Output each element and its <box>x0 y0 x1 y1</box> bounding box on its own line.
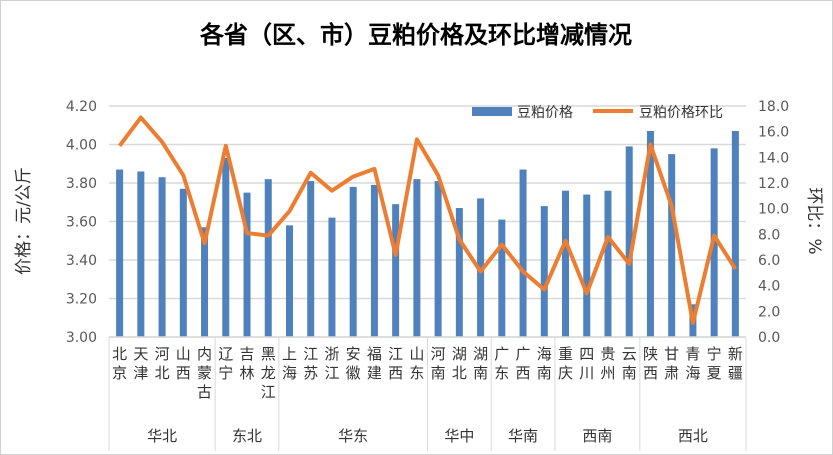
y2-tick-label: 2.0 <box>758 304 780 320</box>
bar-河南 <box>434 181 442 337</box>
bar-江苏 <box>307 181 315 337</box>
x-tick-label: 江苏 <box>303 345 318 382</box>
bar-河北 <box>158 177 166 337</box>
x-tick-label: 吉林 <box>240 345 255 382</box>
x-tick-label: 云南 <box>622 345 637 382</box>
x-tick-label: 上海 <box>282 345 297 382</box>
x-tick-label: 湖南 <box>473 345 488 382</box>
y-axis-label: 价格：元/公斤 <box>14 167 34 275</box>
bar-北京 <box>116 169 124 337</box>
y2-axis-label: 环比：% <box>804 187 824 254</box>
y-tick-label: 3.60 <box>66 215 97 231</box>
y2-tick-label: 16.0 <box>758 125 789 141</box>
group-label: 华南 <box>508 427 538 445</box>
group-label: 华北 <box>147 427 177 445</box>
y2-tick-label: 4.0 <box>758 279 780 295</box>
line-series <box>118 115 738 325</box>
y-tick-label: 4.00 <box>66 138 97 154</box>
bar-福建 <box>370 184 378 337</box>
bar-山东 <box>413 179 421 337</box>
x-tick-label: 河北 <box>155 345 170 382</box>
x-tick-label: 宁夏 <box>707 345 722 382</box>
x-tick-label: 内蒙古 <box>197 345 212 401</box>
y2-tick-label: 8.0 <box>758 227 780 243</box>
y-tick-label: 3.40 <box>66 253 97 269</box>
bar-云南 <box>625 146 633 337</box>
y2-tick-label: 10.0 <box>758 202 789 218</box>
bar-四川 <box>583 194 591 337</box>
y-tick-label: 3.80 <box>66 176 97 192</box>
x-tick-label: 甘肃 <box>664 345 679 382</box>
x-tick-label: 湖北 <box>452 345 467 382</box>
x-tick-label: 辽宁 <box>218 345 233 382</box>
y2-tick-label: 0.0 <box>758 330 780 346</box>
y2-tick-label: 6.0 <box>758 253 780 269</box>
legend-label-price: 豆粕价格 <box>517 105 573 121</box>
x-tick-label: 黑龙江 <box>261 345 276 401</box>
group-label: 华东 <box>338 427 368 445</box>
x-tick-label: 江西 <box>388 345 403 382</box>
bar-海南 <box>540 206 548 337</box>
legend-label-mom: 豆粕价格环比 <box>639 105 723 121</box>
x-tick-label: 天津 <box>133 345 148 382</box>
bar-辽宁 <box>222 157 230 337</box>
bar-上海 <box>285 225 293 337</box>
bar-黑龙江 <box>264 179 272 337</box>
y-tick-label: 3.00 <box>66 330 97 346</box>
group-label: 华中 <box>444 427 474 445</box>
x-tick-label: 四川 <box>579 345 594 382</box>
y2-tick-label: 14.0 <box>758 150 789 166</box>
y2-tick-label: 12.0 <box>758 176 789 192</box>
x-tick-label: 青海 <box>685 345 700 382</box>
x-tick-label: 河南 <box>431 345 446 382</box>
y2-tick-label: 18.0 <box>758 99 789 115</box>
x-tick-label: 安徽 <box>346 345 361 382</box>
bar-广西 <box>519 169 527 337</box>
chart-title: 各省（区、市）豆粕价格及环比增减情况 <box>199 21 632 49</box>
bar-内蒙古 <box>201 227 209 337</box>
x-tick-label: 山东 <box>409 345 424 382</box>
group-label: 西北 <box>678 427 708 445</box>
bar-贵州 <box>604 190 612 337</box>
x-tick-label: 贵州 <box>600 345 615 382</box>
bar-吉林 <box>243 192 251 337</box>
x-tick-label: 广东 <box>494 345 509 382</box>
bar-陕西 <box>646 131 654 337</box>
x-tick-label: 重庆 <box>558 345 573 382</box>
legend-bar-swatch <box>472 107 512 116</box>
x-tick-label: 新疆 <box>728 345 743 382</box>
x-tick-label: 福建 <box>367 345 382 382</box>
bar-甘肃 <box>668 154 676 337</box>
bar-湖南 <box>477 198 485 337</box>
bar-湖北 <box>455 208 463 337</box>
bar-天津 <box>137 171 145 337</box>
bar-山西 <box>179 188 187 337</box>
x-tick-label: 海南 <box>537 345 552 382</box>
bar-新疆 <box>731 131 739 337</box>
bar-江西 <box>392 204 400 337</box>
group-label: 西南 <box>582 427 612 445</box>
bar-安徽 <box>349 186 357 337</box>
x-tick-label: 广西 <box>516 345 531 382</box>
y-tick-label: 4.20 <box>66 99 97 115</box>
x-tick-label: 浙江 <box>324 345 339 382</box>
bar-广东 <box>498 219 506 337</box>
x-tick-label: 陕西 <box>643 345 658 382</box>
bar-重庆 <box>562 190 570 337</box>
bar-浙江 <box>328 217 336 337</box>
x-tick-label: 北京 <box>112 345 127 382</box>
x-tick-label: 山西 <box>176 345 191 382</box>
y-tick-label: 3.20 <box>66 292 97 308</box>
group-label: 东北 <box>232 427 262 445</box>
